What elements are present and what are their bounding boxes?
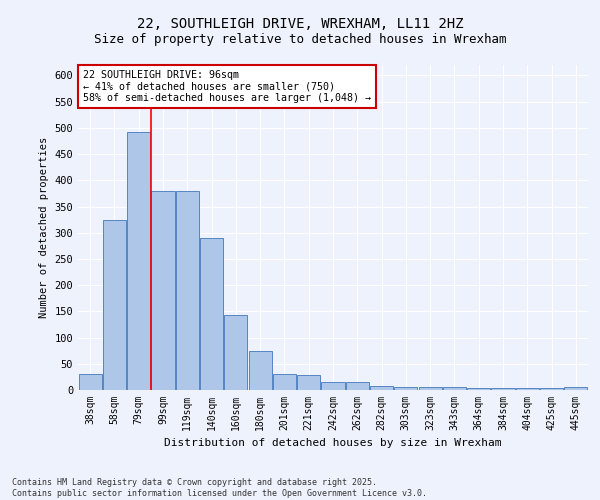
Bar [419,388,442,390]
Text: 22 SOUTHLEIGH DRIVE: 96sqm
← 41% of detached houses are smaller (750)
58% of sem: 22 SOUTHLEIGH DRIVE: 96sqm ← 41% of deta… [83,70,371,103]
Bar [79,374,101,390]
Bar [248,350,272,390]
Bar [297,376,320,390]
Bar [394,388,418,390]
Bar [200,238,223,390]
Bar [273,374,296,390]
X-axis label: Distribution of detached houses by size in Wrexham: Distribution of detached houses by size … [164,438,502,448]
Bar [565,388,587,390]
Bar [176,191,199,390]
Bar [346,382,369,390]
Bar [151,191,175,390]
Bar [443,388,466,390]
Bar [103,220,126,390]
Bar [322,382,344,390]
Text: Size of property relative to detached houses in Wrexham: Size of property relative to detached ho… [94,32,506,46]
Bar [224,315,247,390]
Bar [491,388,515,390]
Bar [540,388,563,390]
Text: 22, SOUTHLEIGH DRIVE, WREXHAM, LL11 2HZ: 22, SOUTHLEIGH DRIVE, WREXHAM, LL11 2HZ [137,18,463,32]
Bar [516,388,539,390]
Text: Contains HM Land Registry data © Crown copyright and database right 2025.
Contai: Contains HM Land Registry data © Crown c… [12,478,427,498]
Bar [467,388,490,390]
Bar [370,386,393,390]
Bar [127,132,150,390]
Y-axis label: Number of detached properties: Number of detached properties [39,137,49,318]
